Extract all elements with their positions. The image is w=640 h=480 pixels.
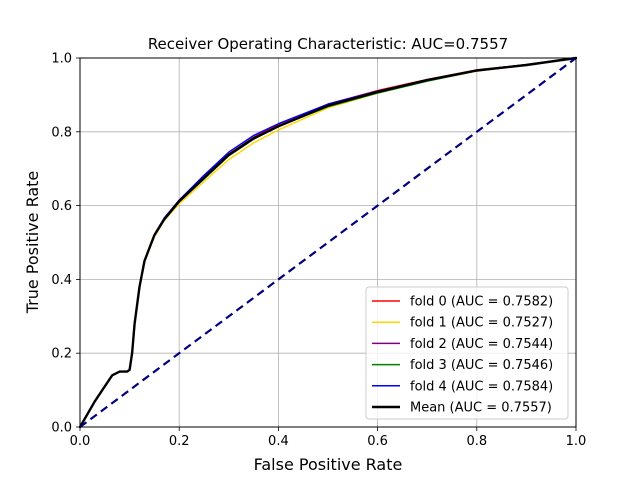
plot-frame xyxy=(79,57,577,428)
y-axis-label: True Positive Rate xyxy=(23,171,42,315)
legend-label-2: fold 2 (AUC = 0.7544) xyxy=(410,337,553,352)
x-tick-label: 0.6 xyxy=(367,434,388,449)
legend-label-4: fold 4 (AUC = 0.7584) xyxy=(410,379,553,394)
y-tick-label: 1.0 xyxy=(51,52,72,67)
x-tick-label: 0.0 xyxy=(70,434,91,449)
legend-label-0: fold 0 (AUC = 0.7582) xyxy=(410,295,553,310)
x-tick-label: 0.2 xyxy=(169,434,190,449)
y-tick-label: 0.4 xyxy=(51,273,72,288)
legend-label-5: Mean (AUC = 0.7557) xyxy=(410,401,552,416)
y-tick-label: 0.2 xyxy=(51,347,72,362)
series-lines xyxy=(78,56,578,429)
x-tick-label: 0.8 xyxy=(466,434,487,449)
series-line-5 xyxy=(78,56,578,429)
legend-label-1: fold 1 (AUC = 0.7527) xyxy=(410,316,553,331)
x-tick-label: 0.4 xyxy=(268,434,289,449)
y-tick-label: 0.8 xyxy=(51,125,72,140)
x-axis-label: False Positive Rate xyxy=(254,455,403,474)
legend-box xyxy=(365,286,569,420)
y-tick-label: 0.0 xyxy=(51,421,72,436)
legend-label-3: fold 3 (AUC = 0.7546) xyxy=(410,358,553,373)
axis-ticks: 0.0 0.2 0.4 0.6 0.8 1.0 0.0 0.2 0.4 0.6 0.8 1.0 xyxy=(51,52,586,450)
legend: fold 0 (AUC = 0.7582) fold 1 (AUC = 0.752… xyxy=(365,286,569,420)
chart-title: Receiver Operating Characteristic: AUC=0… xyxy=(148,35,508,53)
x-tick-label: 1.0 xyxy=(566,434,587,449)
y-tick-label: 0.6 xyxy=(51,199,72,214)
